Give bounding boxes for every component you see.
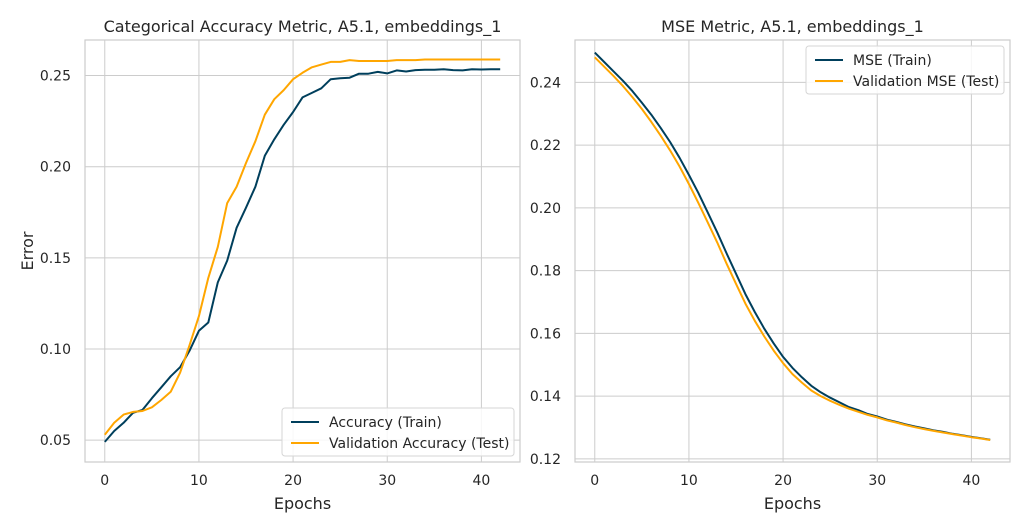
y-tick-label: 0.12 xyxy=(530,452,561,468)
plot-frame xyxy=(84,39,521,463)
series-line-train xyxy=(104,68,501,443)
x-tick-label: 40 xyxy=(472,473,490,489)
legend-box xyxy=(805,45,1005,95)
series-line-train xyxy=(594,51,991,441)
x-tick-label: 30 xyxy=(378,473,396,489)
y-tick-label: 0.15 xyxy=(40,251,71,267)
y-tick-label: 0.20 xyxy=(40,160,71,176)
legend-label: Validation MSE (Test) xyxy=(853,74,999,90)
plot-frame xyxy=(574,39,1011,463)
legend: MSE (Train) Validation MSE (Test) xyxy=(805,45,1005,95)
y-tick-label: 0.14 xyxy=(530,389,561,405)
x-tick-label: 20 xyxy=(774,473,792,489)
x-tick-label: 40 xyxy=(962,473,980,489)
series-line-test xyxy=(104,58,501,436)
x-tick-label: 30 xyxy=(868,473,886,489)
y-tick-label: 0.22 xyxy=(530,138,561,154)
x-tick-label: 0 xyxy=(100,473,109,489)
chart-panel-2: 0 10 20 30 40 0.12 0.14 0.16 0.18 0.20 0.22 0.24 MSE… xyxy=(530,17,1011,513)
y-axis-title: Error xyxy=(18,231,37,270)
chart-title: Categorical Accuracy Metric, A5.1, embed… xyxy=(104,17,502,37)
chart-title: MSE Metric, A5.1, embeddings_1 xyxy=(661,17,924,37)
legend-label: Accuracy (Train) xyxy=(329,415,442,431)
x-tick-label: 10 xyxy=(190,473,208,489)
y-tick-label: 0.05 xyxy=(40,433,71,449)
y-tick-label: 0.10 xyxy=(40,342,71,358)
x-tick-label: 0 xyxy=(590,473,599,489)
x-axis-title: Epochs xyxy=(764,494,821,513)
series-line-test xyxy=(594,56,991,441)
legend-label: MSE (Train) xyxy=(853,53,932,69)
x-tick-label: 20 xyxy=(284,473,302,489)
y-tick-label: 0.24 xyxy=(530,75,561,91)
legend-label: Validation Accuracy (Test) xyxy=(329,436,509,452)
y-tick-label: 0.16 xyxy=(530,326,561,342)
y-tick-label: 0.18 xyxy=(530,264,561,280)
x-axis-title: Epochs xyxy=(274,494,331,513)
legend: Accuracy (Train) Validation Accuracy (Tes… xyxy=(281,407,515,457)
y-tick-label: 0.25 xyxy=(40,69,71,85)
legend-box xyxy=(281,407,515,457)
chart-panel-1: 0 10 20 30 40 0.05 0.10 0.15 0.20 0.25 Categorical… xyxy=(18,17,521,513)
y-tick-label: 0.20 xyxy=(530,201,561,217)
x-tick-label: 10 xyxy=(680,473,698,489)
